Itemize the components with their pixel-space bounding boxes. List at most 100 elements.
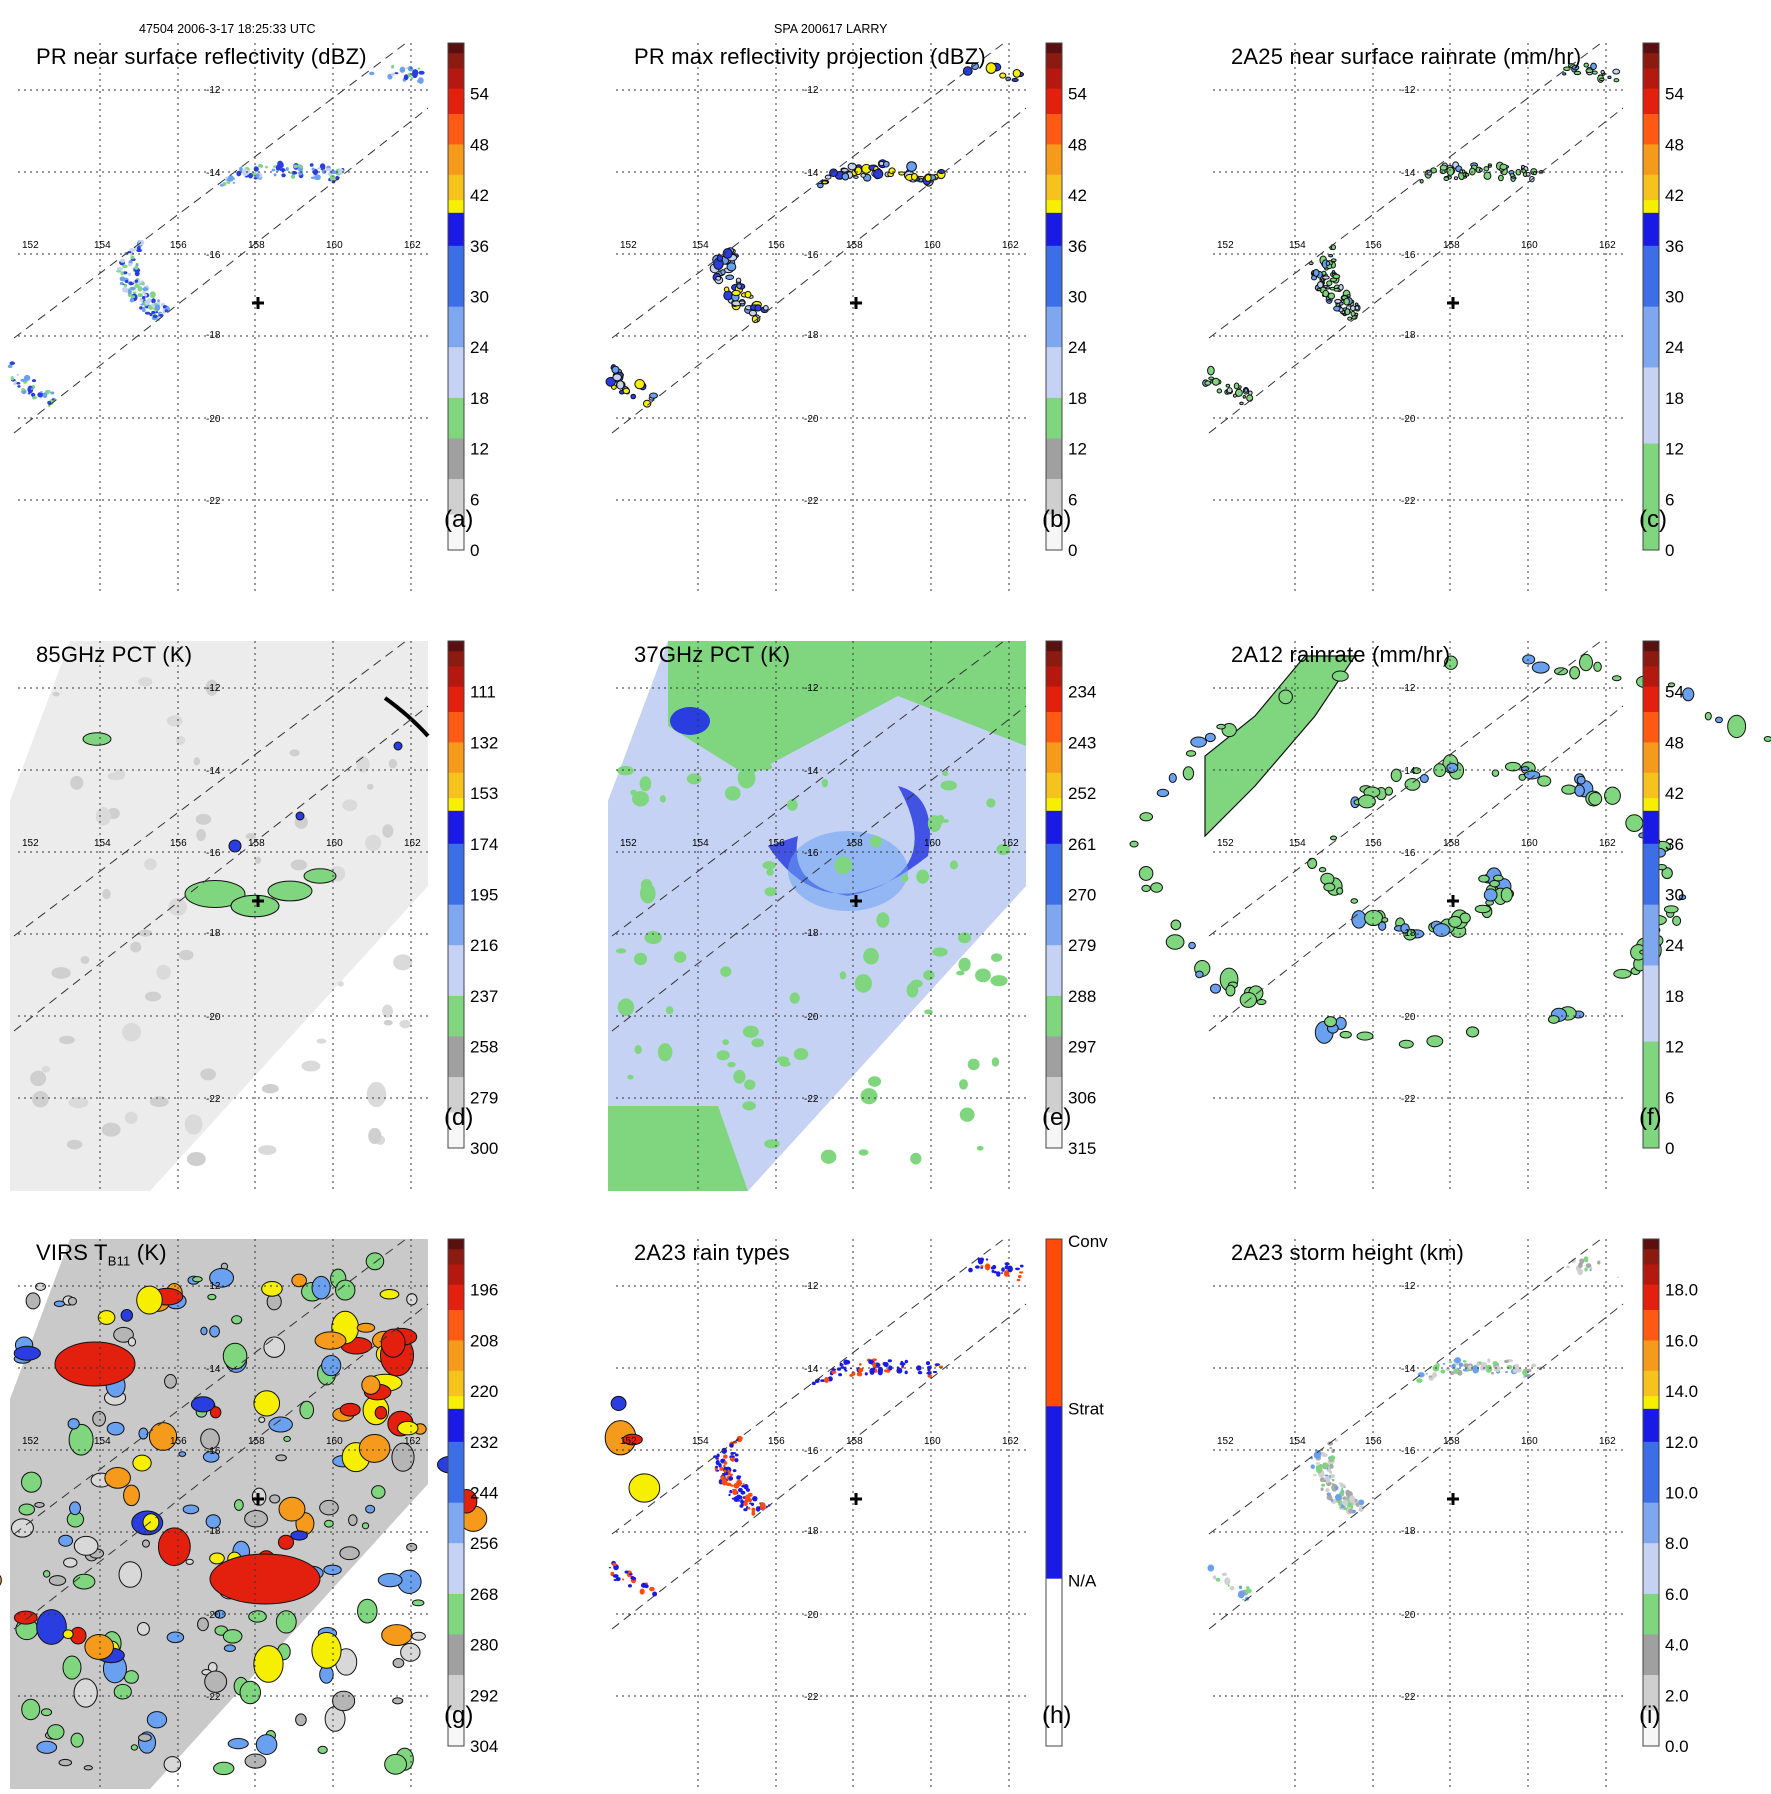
- lat-label: -20: [206, 1610, 221, 1621]
- data-cell: [1419, 178, 1424, 184]
- colorbar-segment: [1046, 742, 1062, 774]
- colorbar-tick-label: 279: [470, 1088, 498, 1107]
- data-cell: [134, 279, 139, 283]
- title-main: VIRS T: [36, 1240, 108, 1265]
- colorbar-tick-label: 12: [1665, 440, 1684, 459]
- data-cell: [399, 1019, 411, 1029]
- data-cell: [640, 883, 656, 904]
- lat-label: -22: [206, 1692, 221, 1703]
- data-cell: [232, 181, 236, 184]
- lat-label: -18: [804, 928, 819, 939]
- data-cell: [1245, 1586, 1250, 1589]
- data-cell: [1316, 287, 1322, 291]
- data-cell: [731, 1497, 735, 1500]
- data-cell: [152, 314, 158, 319]
- data-cell: [277, 160, 283, 168]
- data-cell: [13, 1610, 38, 1625]
- data-cell: [962, 66, 973, 76]
- data-cell: [72, 1573, 96, 1590]
- lat-label: -22: [1401, 496, 1416, 507]
- colorbar-frame: [1045, 640, 1063, 1149]
- data-cell: [357, 1598, 378, 1624]
- data-cell: [631, 791, 649, 807]
- data-cell: [197, 1617, 209, 1632]
- data-cell: [858, 1363, 862, 1366]
- data-cell: [138, 1733, 152, 1742]
- data-cell: [1334, 1485, 1339, 1491]
- data-cell: [253, 1390, 281, 1417]
- data-cell: [1000, 1272, 1004, 1274]
- data-cell: [260, 165, 263, 168]
- colorbar-segment: [448, 1340, 464, 1372]
- data-cell: [222, 1342, 248, 1370]
- data-cell: [144, 858, 157, 871]
- data-cell: [1532, 171, 1537, 176]
- data-cell: [365, 1504, 376, 1514]
- colorbar-tick-label: 0: [1665, 1139, 1674, 1158]
- lat-label: -20: [804, 414, 819, 425]
- colorbar-segment: [1046, 68, 1062, 90]
- data-cell: [1483, 166, 1490, 172]
- data-cell: [157, 1527, 191, 1567]
- colorbar: 18.0 16.0 14.0 12.0 10.0 8.0 6.0 4.0 2.0 0.0: [1642, 1238, 1698, 1756]
- colorbar-segment: [1643, 53, 1659, 69]
- panel-letter: (i): [1639, 1702, 1661, 1729]
- data-cell: [1310, 1464, 1315, 1469]
- data-cell: [1537, 775, 1552, 787]
- colorbar-segment: [1643, 1675, 1659, 1712]
- data-cell: [226, 178, 233, 182]
- data-cell: [1329, 1455, 1336, 1462]
- lon-label: 154: [94, 1436, 111, 1447]
- data-cell: [1354, 305, 1360, 311]
- data-cell: [1678, 894, 1687, 900]
- colorbar: 111 132 153 174 195 216 237 258 279 300: [447, 640, 498, 1158]
- coastline: [383, 696, 430, 738]
- data-cell: [293, 164, 298, 169]
- data-cell: [821, 180, 828, 185]
- data-cell: [1612, 68, 1621, 75]
- data-cell: [904, 1370, 908, 1375]
- lat-label: -20: [1401, 414, 1416, 425]
- colorbar-segment: [1643, 212, 1659, 247]
- data-cell: [209, 1553, 321, 1605]
- data-cell: [1442, 1362, 1446, 1365]
- data-cell: [1204, 380, 1212, 386]
- colorbar-segment: [1643, 1593, 1659, 1635]
- data-cell: [1497, 174, 1504, 182]
- data-cell: [793, 1047, 809, 1061]
- lat-lon-grid: 152 154 156 158 160 162 -12 -14 -16 -18 -20 -22: [616, 641, 1026, 1191]
- data-cell: [730, 1452, 735, 1455]
- data-cell: [843, 1359, 849, 1365]
- data-cell: [273, 173, 277, 177]
- data-cell: [776, 1056, 790, 1064]
- data-cell: [182, 1504, 200, 1515]
- data-cell: [1168, 772, 1177, 783]
- panel-letter: (d): [444, 1104, 474, 1131]
- data-cell: [991, 1057, 1000, 1067]
- data-cell: [1331, 1482, 1334, 1485]
- lon-label: 158: [846, 838, 863, 849]
- data-cell: [70, 1732, 84, 1748]
- data-cell: [254, 165, 258, 168]
- data-cell: [1446, 166, 1455, 176]
- colorbar-segment: [1046, 945, 1062, 997]
- lat-label: -18: [804, 1526, 819, 1537]
- panel-title: PR near surface reflectivity (dBZ): [36, 44, 367, 69]
- data-cell: [290, 174, 296, 179]
- lat-label: -16: [1401, 1446, 1416, 1457]
- colorbar-segment: [1046, 88, 1062, 115]
- colorbar-segment: [1643, 1309, 1659, 1341]
- data-cell: [311, 1631, 342, 1669]
- data-cell: [200, 1326, 208, 1336]
- data-cell: [176, 735, 186, 745]
- data-cell: [1589, 1268, 1592, 1272]
- data-cell: [142, 287, 149, 291]
- colorbar-segment: [1046, 43, 1062, 54]
- data-cell: [122, 1022, 142, 1042]
- colorbar-tick-label: 42: [1665, 186, 1684, 205]
- data-cell: [1326, 1494, 1333, 1501]
- data-cell: [92, 1410, 106, 1427]
- data-cell: [1232, 393, 1237, 398]
- data-cell: [130, 252, 134, 257]
- data-cell: [1591, 70, 1598, 75]
